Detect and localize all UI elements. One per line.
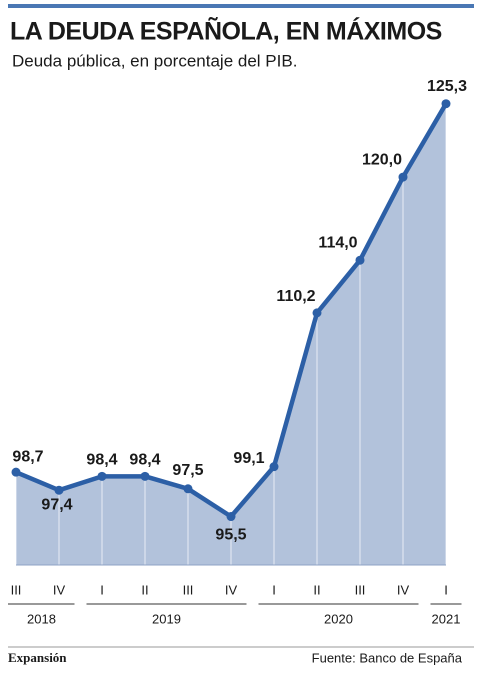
value-label: 98,7	[12, 448, 43, 465]
value-label: 97,4	[41, 496, 72, 513]
point	[441, 99, 451, 109]
value-label: 110,2	[276, 288, 315, 305]
top-rule	[8, 4, 474, 8]
value-label: 99,1	[233, 450, 264, 467]
year-label: 2021	[432, 611, 461, 626]
area	[16, 103, 446, 566]
x-tick-label: I	[444, 582, 448, 597]
chart-subtitle: Deuda pública, en porcentaje del PIB.	[12, 51, 297, 70]
x-tick-label: II	[141, 582, 148, 597]
year-label: 2019	[152, 611, 181, 626]
value-label: 120,0	[362, 151, 402, 168]
point	[97, 471, 107, 481]
x-tick-label: III	[183, 582, 194, 597]
point	[11, 467, 21, 477]
point	[54, 485, 64, 495]
value-label: 125,3	[427, 78, 467, 95]
chart-title: LA DEUDA ESPAÑOLA, EN MÁXIMOS	[10, 16, 442, 46]
source: Fuente: Banco de España	[312, 650, 463, 665]
point	[269, 462, 279, 472]
value-label: 98,4	[86, 452, 117, 469]
x-tick-label: I	[100, 582, 104, 597]
point	[398, 172, 408, 182]
x-tick-label: II	[313, 582, 320, 597]
x-tick-label: III	[11, 582, 22, 597]
value-label: 98,4	[129, 452, 160, 469]
brand: Expansión	[8, 650, 67, 665]
x-tick-label: III	[355, 582, 366, 597]
point	[312, 308, 322, 318]
year-label: 2020	[324, 611, 353, 626]
x-tick-label: I	[272, 582, 276, 597]
point	[183, 484, 193, 494]
point	[140, 471, 150, 481]
x-tick-label: IV	[397, 582, 410, 597]
value-label: 97,5	[172, 462, 203, 479]
point	[226, 512, 236, 522]
x-tick-label: IV	[53, 582, 66, 597]
value-label: 95,5	[215, 527, 246, 544]
value-label: 114,0	[318, 234, 357, 251]
point	[355, 255, 365, 265]
x-tick-label: IV	[225, 582, 238, 597]
year-label: 2018	[27, 611, 56, 626]
